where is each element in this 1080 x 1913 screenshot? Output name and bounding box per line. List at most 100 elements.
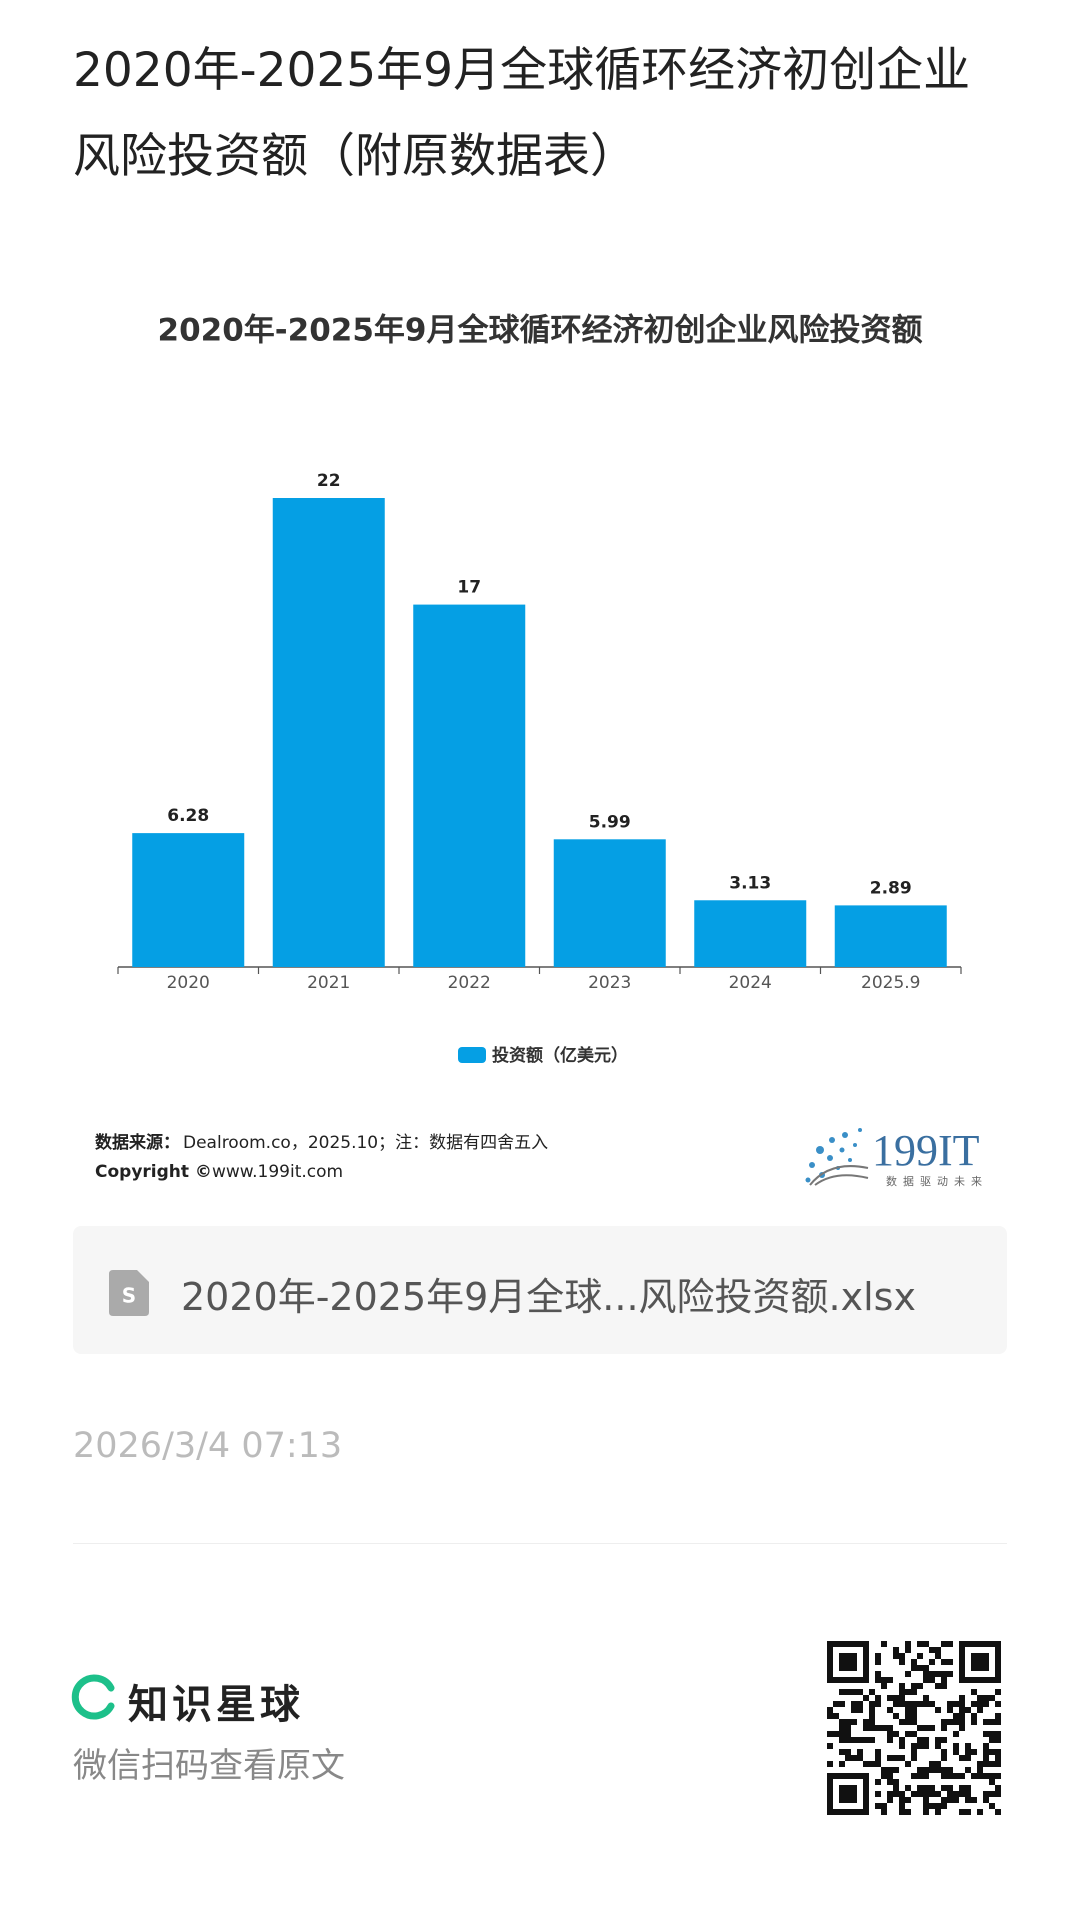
qr-cell: [965, 1767, 971, 1773]
logo-swoosh: [809, 1165, 869, 1186]
qr-cell: [983, 1653, 989, 1659]
svg-text:S: S: [122, 1284, 136, 1308]
qr-cell: [905, 1641, 911, 1647]
logo-name: 199IT: [872, 1126, 980, 1175]
qr-cell: [911, 1665, 917, 1671]
value-label: 3.13: [729, 873, 771, 893]
qr-cell: [989, 1695, 995, 1701]
qr-cell: [887, 1767, 893, 1773]
qr-cell: [875, 1725, 881, 1731]
qr-cell: [947, 1797, 953, 1803]
qr-cell: [995, 1791, 1001, 1797]
qr-cell: [839, 1653, 845, 1659]
qr-cell: [995, 1731, 1001, 1737]
divider: [73, 1543, 1007, 1544]
qr-cell: [863, 1785, 869, 1791]
x-tick-label: 2023: [588, 973, 631, 993]
qr-cell: [959, 1719, 965, 1725]
qr-cell: [923, 1671, 929, 1677]
qr-cell: [899, 1719, 905, 1725]
qr-cell: [989, 1731, 995, 1737]
attachment[interactable]: S 2020年-2025年9月全球...风险投资额.xlsx: [73, 1226, 1007, 1354]
qr-cell: [875, 1677, 881, 1683]
qr-cell: [893, 1701, 899, 1707]
post-date: 2026/3/4 07:13: [73, 1426, 343, 1466]
qr-cell: [929, 1761, 935, 1767]
bar: [553, 839, 666, 967]
qr-cell: [995, 1719, 1001, 1725]
attachment-filename: 2020年-2025年9月全球...风险投资额.xlsx: [181, 1275, 916, 1319]
qr-cell: [971, 1665, 977, 1671]
qr-cell: [899, 1755, 905, 1761]
qr-cell: [923, 1803, 929, 1809]
qr-cell: [947, 1767, 953, 1773]
qr-cell: [881, 1677, 887, 1683]
qr-cell: [971, 1797, 977, 1803]
qr-cell: [929, 1803, 935, 1809]
qr-cell: [911, 1683, 917, 1689]
legend-swatch: [458, 1047, 486, 1063]
qr-cell: [935, 1767, 941, 1773]
qr-code[interactable]: [827, 1641, 1001, 1815]
qr-cell: [929, 1791, 935, 1797]
qr-cell: [917, 1743, 923, 1749]
qr-cell: [833, 1701, 839, 1707]
qr-cell: [911, 1743, 917, 1749]
qr-cell: [857, 1809, 863, 1815]
qr-cell: [983, 1677, 989, 1683]
qr-cell: [851, 1785, 857, 1791]
qr-cell: [941, 1659, 947, 1665]
qr-cell: [923, 1809, 929, 1815]
qr-cell: [983, 1761, 989, 1767]
qr-cell: [899, 1791, 905, 1797]
qr-cell: [833, 1773, 839, 1779]
logo-dots: [805, 1128, 862, 1183]
qr-cell: [983, 1701, 989, 1707]
qr-cell: [971, 1719, 977, 1725]
qr-cell: [881, 1767, 887, 1773]
qr-cell: [917, 1641, 923, 1647]
qr-cell: [833, 1677, 839, 1683]
qr-cell: [863, 1659, 869, 1665]
qr-cell: [941, 1755, 947, 1761]
qr-cell: [845, 1773, 851, 1779]
copyright-label: Copyright ©: [95, 1162, 212, 1182]
qr-cell: [827, 1785, 833, 1791]
qr-cell: [965, 1677, 971, 1683]
qr-cell: [893, 1755, 899, 1761]
qr-cell: [893, 1767, 899, 1773]
x-tick-label: 2020: [167, 973, 210, 993]
qr-cell: [905, 1689, 911, 1695]
qr-cell: [839, 1719, 845, 1725]
qr-cell: [917, 1653, 923, 1659]
qr-cell: [899, 1659, 905, 1665]
qr-cell: [851, 1701, 857, 1707]
qr-cell: [887, 1677, 893, 1683]
qr-cell: [989, 1719, 995, 1725]
brand-name: 知识星球: [128, 1682, 304, 1728]
qr-cell: [989, 1779, 995, 1785]
qr-cell: [827, 1797, 833, 1803]
qr-cell: [893, 1791, 899, 1797]
qr-cell: [875, 1803, 881, 1809]
qr-cell: [983, 1731, 989, 1737]
qr-cell: [971, 1653, 977, 1659]
qr-cell: [929, 1671, 935, 1677]
qr-cell: [839, 1773, 845, 1779]
qr-cell: [839, 1665, 845, 1671]
qr-cell: [887, 1773, 893, 1779]
qr-cell: [977, 1641, 983, 1647]
qr-cell: [995, 1647, 1001, 1653]
qr-cell: [899, 1743, 905, 1749]
qr-cell: [959, 1647, 965, 1653]
qr-cell: [959, 1641, 965, 1647]
qr-cell: [845, 1641, 851, 1647]
qr-cell: [839, 1689, 845, 1695]
qr-cell: [941, 1749, 947, 1755]
qr-cell: [989, 1761, 995, 1767]
qr-cell: [905, 1809, 911, 1815]
qr-cell: [965, 1743, 971, 1749]
qr-cell: [971, 1749, 977, 1755]
qr-cell: [863, 1803, 869, 1809]
qr-cell: [947, 1671, 953, 1677]
